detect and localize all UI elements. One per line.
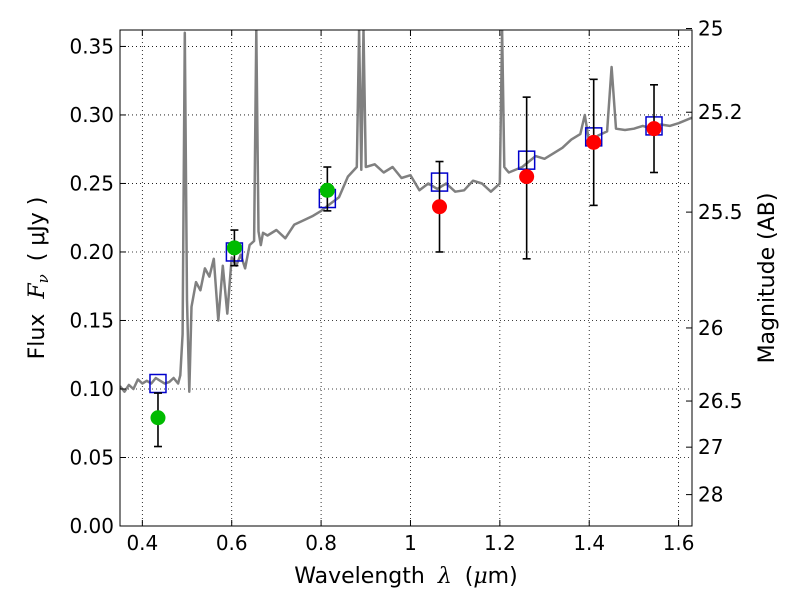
grid xyxy=(120,30,692,526)
x-tick-label: 1 xyxy=(404,531,417,555)
y-tick-label: 0.30 xyxy=(69,103,114,127)
axis-ticks: 0.4 0.6 0.8 1 1.2 1.4 1.6 0.00 0.05 0.10 0.15 0.20 0… xyxy=(69,17,742,555)
plot-area xyxy=(120,30,692,448)
y2-axis-label: Magnitude (AB) xyxy=(755,193,780,364)
y-tick-label: 0.10 xyxy=(69,377,114,401)
y-tick-label: 0.25 xyxy=(69,171,114,195)
observed-point xyxy=(646,121,662,137)
observed-point xyxy=(319,182,335,198)
y2-tick-label: 25.5 xyxy=(698,200,743,224)
x-tick-label: 1.2 xyxy=(484,531,516,555)
y2-tick-label: 25.2 xyxy=(698,100,743,124)
x-tick-label: 1.4 xyxy=(573,531,605,555)
observed-point xyxy=(432,199,448,215)
y2-tick-label: 28 xyxy=(698,483,723,507)
plot-frame xyxy=(119,29,693,527)
x-axis-label: Wavelength λ (μm) xyxy=(294,564,517,589)
x-tick-label: 0.8 xyxy=(305,531,337,555)
y-axis-label: Flux Fν ( μJy ) xyxy=(25,197,54,360)
x-tick-label: 0.4 xyxy=(126,531,158,555)
y-tick-label: 0.15 xyxy=(69,308,114,332)
x-tick-label: 1.6 xyxy=(663,531,695,555)
y2-tick-label: 26 xyxy=(698,316,723,340)
y-tick-label: 0.05 xyxy=(69,445,114,469)
observed-point xyxy=(586,134,602,150)
y-tick-label: 0.00 xyxy=(69,514,114,538)
sed-model-line xyxy=(120,30,692,393)
y2-tick-label: 26.5 xyxy=(698,389,743,413)
y-tick-label: 0.20 xyxy=(69,240,114,264)
observed-point xyxy=(519,169,535,185)
y2-tick-label: 27 xyxy=(698,435,723,459)
observed-point xyxy=(150,410,166,426)
y-tick-label: 0.35 xyxy=(69,34,114,58)
x-tick-label: 0.6 xyxy=(216,531,248,555)
y2-tick-label: 25 xyxy=(698,17,723,41)
observed-point xyxy=(226,240,242,256)
